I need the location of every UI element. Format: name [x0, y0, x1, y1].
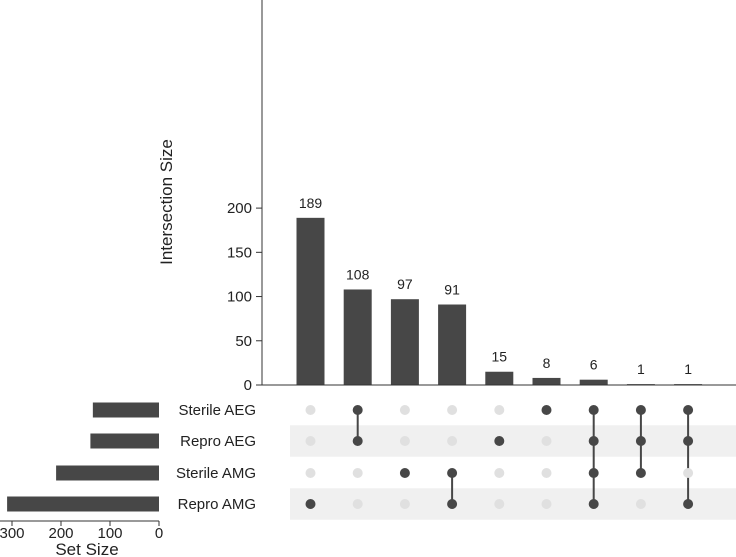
matrix-dot-active: [305, 499, 316, 509]
intersection-bar: [579, 379, 608, 385]
intersection-bar: [343, 289, 372, 385]
intersection-bar: [485, 371, 514, 385]
matrix-dot-inactive: [305, 436, 316, 446]
intersection-bar-label: 15: [492, 349, 508, 365]
matrix-dot-active: [588, 468, 599, 478]
matrix-dot-inactive: [494, 405, 505, 415]
set-name-label: Sterile AMG: [176, 465, 256, 482]
y-tick-label: 0: [244, 377, 252, 394]
set-name-label: Repro AEG: [180, 433, 256, 450]
set-size-bar: [56, 465, 159, 481]
matrix-dot-active: [352, 405, 363, 415]
matrix-stripe: [290, 425, 736, 457]
matrix-dot-active: [683, 436, 694, 446]
intersection-bar: [296, 217, 325, 385]
intersection-bar-label: 91: [444, 282, 460, 298]
matrix-dot-active: [635, 436, 646, 446]
set-name-labels: Sterile AEG Repro AEG Sterile AMG Repro AMG: [176, 402, 256, 513]
intersection-y-axis: 0 50 100 150 200: [227, 0, 736, 394]
matrix-dot-inactive: [399, 499, 410, 509]
matrix-dot-active: [588, 436, 599, 446]
intersection-bar: [532, 377, 561, 385]
intersection-bar-label: 6: [590, 357, 598, 373]
intersection-bar: [390, 299, 419, 385]
set-size-bar: [92, 402, 159, 418]
intersection-bar-label: 1: [637, 361, 645, 377]
matrix-dot-active: [352, 436, 363, 446]
intersection-bar-label: 189: [299, 195, 323, 211]
set-size-x-axis: 300 200 100 0: [0, 520, 163, 542]
intersection-bar-label: 97: [397, 276, 413, 292]
set-size-x-axis-label: Set Size: [55, 540, 118, 557]
matrix-dot-inactive: [399, 436, 410, 446]
y-tick-label: 200: [227, 200, 252, 217]
set-size-tick-label: 200: [48, 525, 73, 542]
set-name-label: Sterile AEG: [178, 402, 256, 419]
matrix-dot-inactive: [635, 499, 646, 509]
intersection-y-axis-label: Intersection Size: [157, 139, 176, 265]
set-size-tick-label: 100: [97, 525, 122, 542]
matrix-dot-inactive: [683, 468, 694, 478]
matrix-dot-active: [588, 405, 599, 415]
membership-matrix: [305, 405, 694, 509]
set-size-bar: [7, 496, 159, 512]
matrix-dot-inactive: [494, 499, 505, 509]
matrix-dot-active: [447, 468, 458, 478]
y-tick-label: 100: [227, 289, 252, 306]
intersection-bar: [438, 304, 467, 385]
set-size-tick-label: 0: [155, 525, 163, 542]
matrix-dot-active: [635, 468, 646, 478]
matrix-dot-inactive: [447, 436, 458, 446]
matrix-dot-inactive: [305, 468, 316, 478]
matrix-dot-inactive: [399, 405, 410, 415]
y-tick-label: 150: [227, 244, 252, 261]
matrix-dot-inactive: [352, 468, 363, 478]
intersection-bar-label: 8: [543, 355, 551, 371]
matrix-dot-inactive: [305, 405, 316, 415]
y-tick-label: 50: [235, 333, 252, 350]
intersection-bar-label: 1: [684, 361, 692, 377]
matrix-dot-inactive: [541, 499, 552, 509]
matrix-stripe: [290, 488, 736, 520]
matrix-stripes: [290, 425, 736, 520]
intersection-bars: 189 108 97 91 15 8 6 1 1: [296, 195, 703, 385]
matrix-dot-active: [683, 499, 694, 509]
matrix-dot-inactive: [447, 405, 458, 415]
matrix-dot-active: [399, 468, 410, 478]
matrix-dot-active: [635, 405, 646, 415]
set-size-tick-label: 300: [0, 525, 25, 542]
matrix-dot-inactive: [541, 468, 552, 478]
intersection-bar-label: 108: [346, 266, 370, 282]
matrix-dot-active: [494, 436, 505, 446]
matrix-dot-active: [541, 405, 552, 415]
set-size-bar: [90, 433, 159, 449]
matrix-dot-inactive: [352, 499, 363, 509]
matrix-dot-inactive: [541, 436, 552, 446]
set-size-bars: [7, 402, 159, 512]
matrix-dot-inactive: [494, 468, 505, 478]
set-name-label: Repro AMG: [178, 496, 256, 513]
matrix-dot-active: [447, 499, 458, 509]
matrix-dot-active: [683, 405, 694, 415]
matrix-dot-active: [588, 499, 599, 509]
